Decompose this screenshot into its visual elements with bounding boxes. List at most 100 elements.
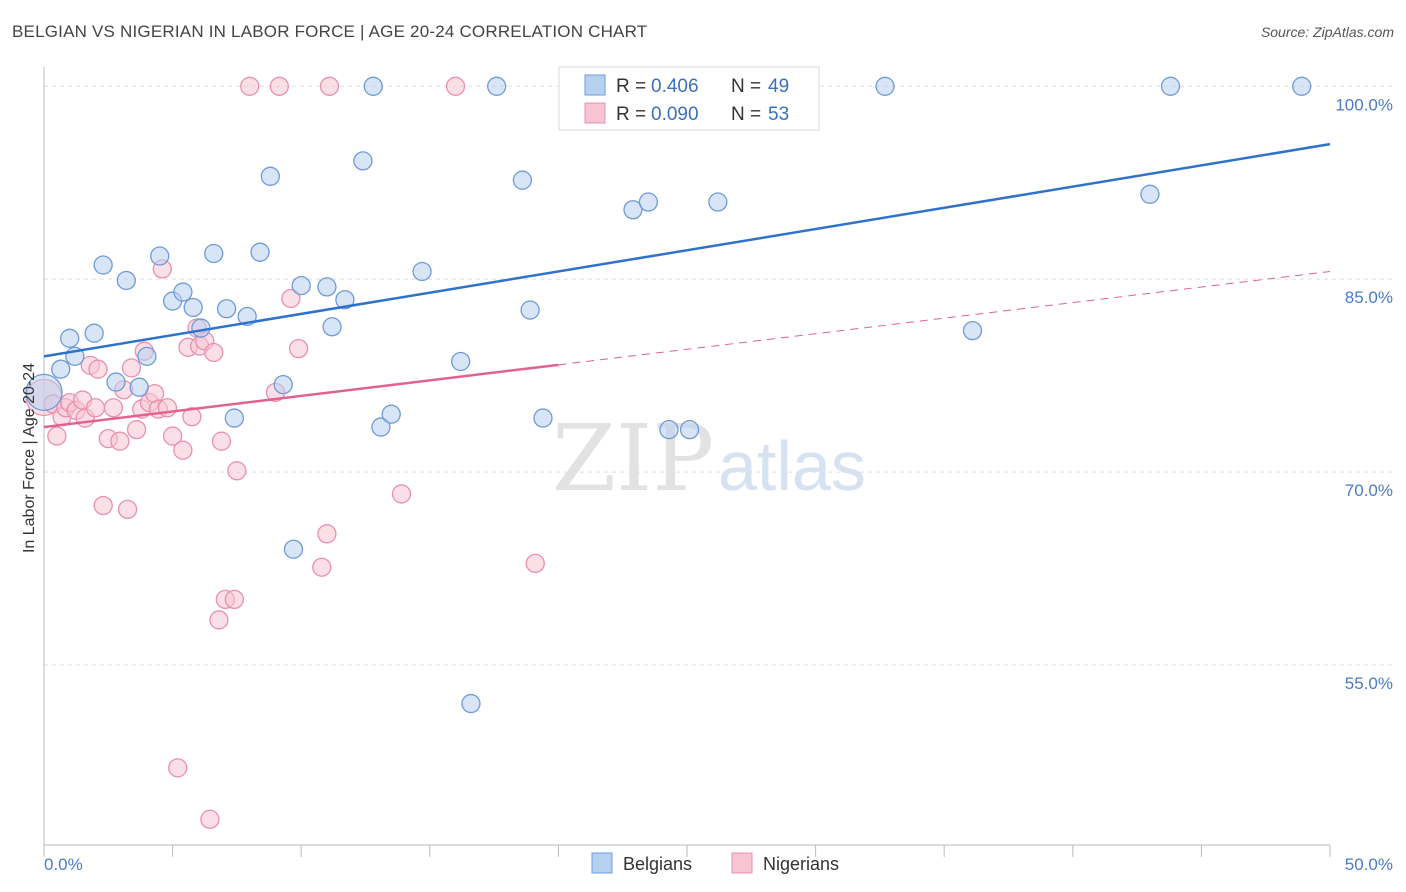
bottom-legend: Belgians Nigerians bbox=[591, 852, 839, 874]
belgian-point-17 bbox=[224, 408, 244, 428]
y-tick-labels: 100.0% 85.0% 70.0% 55.0% bbox=[1335, 95, 1393, 693]
legend-r-label-belgians: R = bbox=[616, 76, 646, 97]
belgian-point-46 bbox=[1140, 184, 1160, 204]
belgian-point-36 bbox=[520, 300, 540, 320]
belgian-point-16 bbox=[216, 299, 237, 319]
nigerian-point-46 bbox=[288, 338, 309, 359]
belgian-point-26 bbox=[335, 290, 355, 310]
belgian-point-5 bbox=[93, 255, 113, 275]
nigerian-point-51 bbox=[445, 76, 466, 96]
belgian-point-48 bbox=[1292, 76, 1312, 96]
nigerian-point-19 bbox=[126, 419, 147, 440]
nigerian-point-11 bbox=[88, 359, 108, 379]
legend-swatch-nigerians bbox=[584, 102, 606, 124]
belgian-point-35 bbox=[512, 170, 533, 190]
y-tick-label-1: 85.0% bbox=[1345, 288, 1393, 307]
nigerian-point-12 bbox=[93, 495, 113, 516]
bottom-legend-swatch-belgians bbox=[591, 852, 613, 874]
belgian-point-15 bbox=[204, 243, 224, 264]
nigerian-point-29 bbox=[173, 440, 193, 460]
nigerian-point-10 bbox=[85, 398, 106, 418]
x-tick-label-right: 50.0% bbox=[1345, 855, 1393, 874]
nigerian-points bbox=[25, 76, 545, 829]
nigerian-point-15 bbox=[110, 431, 130, 451]
legend-n-label-nigerians: N = bbox=[731, 104, 761, 125]
belgian-point-34 bbox=[487, 76, 507, 96]
watermark-atlas: atlas bbox=[718, 427, 866, 505]
nigerian-point-36 bbox=[204, 342, 224, 363]
legend-n-value-belgians: 49 bbox=[768, 76, 789, 97]
nigerian-point-40 bbox=[224, 589, 244, 610]
belgian-point-23 bbox=[291, 275, 311, 296]
gridlines bbox=[44, 85, 1392, 666]
nigerian-point-31 bbox=[182, 407, 202, 427]
belgian-point-29 bbox=[371, 417, 391, 437]
belgian-point-28 bbox=[363, 76, 383, 96]
belgian-point-33 bbox=[461, 693, 481, 714]
belgian-point-38 bbox=[623, 200, 643, 220]
belgian-point-13 bbox=[183, 297, 203, 318]
legend-n-label-belgians: N = bbox=[731, 76, 761, 97]
legend-r-value-belgians: 0.406 bbox=[651, 76, 699, 97]
legend-box: R = 0.406 N = 49 R = 0.090 N = 53 bbox=[558, 66, 820, 131]
belgian-point-31 bbox=[412, 261, 432, 282]
y-tick-label-0: 100.0% bbox=[1335, 95, 1393, 114]
nigerian-trend-line-dashed bbox=[558, 270, 1331, 366]
x-tick-label-left: 0.0% bbox=[44, 855, 83, 874]
belgian-point-14 bbox=[191, 318, 211, 338]
nigerian-point-27 bbox=[162, 426, 183, 446]
y-axis-title: In Labor Force | Age 20-24 bbox=[21, 363, 38, 553]
belgian-points bbox=[25, 76, 1312, 714]
belgian-point-25 bbox=[322, 317, 342, 337]
belgian-point-44 bbox=[875, 76, 895, 96]
belgian-point-1 bbox=[51, 359, 71, 379]
nigerian-point-37 bbox=[209, 610, 229, 630]
belgian-point-7 bbox=[116, 270, 136, 291]
y-tick-label-3: 55.0% bbox=[1345, 674, 1393, 693]
nigerian-point-14 bbox=[103, 398, 124, 418]
source-note: Source: ZipAtlas.com bbox=[1260, 24, 1394, 40]
belgian-point-20 bbox=[260, 166, 280, 186]
nigerian-point-52 bbox=[525, 553, 545, 574]
belgian-point-42 bbox=[708, 192, 728, 212]
legend-n-value-nigerians: 53 bbox=[768, 104, 789, 125]
y-tick-label-2: 70.0% bbox=[1345, 481, 1393, 500]
belgian-trend-line bbox=[43, 142, 1331, 358]
belgian-point-2 bbox=[60, 328, 80, 348]
belgian-point-39 bbox=[638, 192, 659, 212]
belgian-point-6 bbox=[106, 372, 126, 392]
nigerian-point-35 bbox=[200, 809, 220, 829]
nigerian-point-18 bbox=[121, 358, 142, 378]
nigerian-point-49 bbox=[319, 76, 340, 96]
nigerian-point-2 bbox=[47, 426, 67, 446]
belgian-point-24 bbox=[317, 277, 337, 297]
belgian-point-21 bbox=[273, 374, 293, 395]
belgian-point-32 bbox=[451, 351, 471, 372]
nigerian-point-45 bbox=[281, 288, 301, 309]
bottom-legend-nigerians: Nigerians bbox=[763, 854, 839, 874]
belgian-point-37 bbox=[533, 408, 553, 428]
belgian-point-8 bbox=[129, 377, 149, 397]
bottom-legend-belgians: Belgians bbox=[623, 854, 692, 874]
belgian-point-0 bbox=[25, 373, 63, 411]
nigerian-point-41 bbox=[227, 461, 247, 481]
nigerian-point-28 bbox=[168, 758, 188, 778]
belgian-point-22 bbox=[283, 539, 304, 559]
nigerian-point-50 bbox=[391, 484, 412, 504]
belgian-point-12 bbox=[173, 282, 193, 302]
axes bbox=[43, 67, 1331, 857]
nigerian-point-38 bbox=[211, 431, 232, 451]
belgian-point-4 bbox=[84, 323, 104, 343]
belgian-point-9 bbox=[137, 346, 157, 366]
belgian-point-27 bbox=[353, 151, 373, 171]
nigerian-point-47 bbox=[312, 557, 332, 577]
nigerian-point-44 bbox=[269, 76, 289, 96]
belgian-point-41 bbox=[679, 419, 700, 440]
belgian-point-45 bbox=[962, 320, 983, 341]
nigerian-point-48 bbox=[317, 524, 337, 544]
trend-lines bbox=[43, 142, 1331, 429]
belgian-point-19 bbox=[250, 242, 270, 262]
legend-r-value-nigerians: 0.090 bbox=[651, 104, 699, 125]
nigerian-trend-line bbox=[43, 363, 559, 429]
